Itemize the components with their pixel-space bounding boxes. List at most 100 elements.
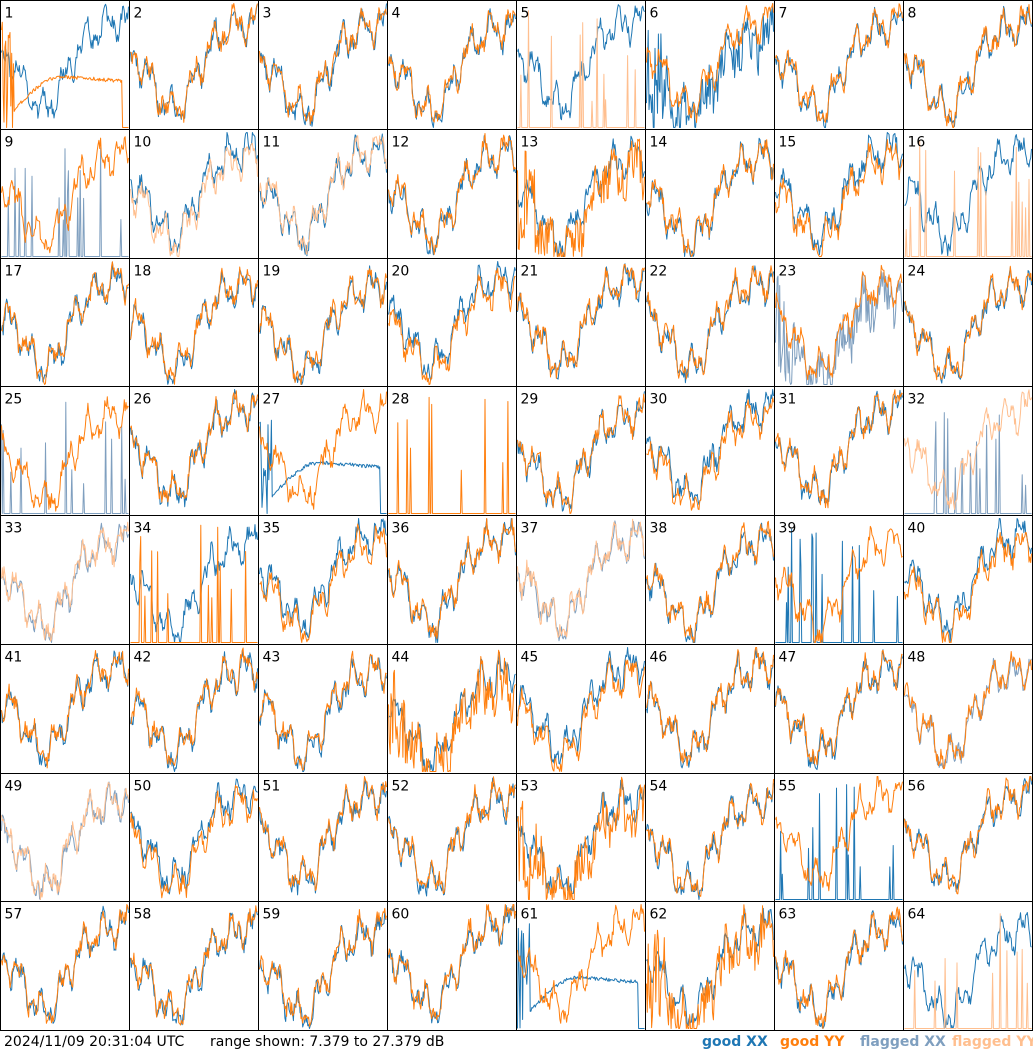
series-yy-38 [646, 520, 774, 643]
panel-label-6: 6 [650, 6, 659, 22]
timestamp: 2024/11/09 20:31:04 UTC [4, 1034, 185, 1050]
panel-40: 40 [903, 515, 1033, 645]
series-xx-42 [130, 650, 258, 772]
series-yy-32 [904, 389, 1032, 510]
panel-label-43: 43 [263, 650, 281, 666]
panel-17: 17 [0, 258, 130, 387]
series-xx-16 [904, 134, 1032, 257]
series-yy-22 [646, 265, 774, 380]
panel-20: 20 [387, 258, 517, 387]
panel-label-8: 8 [908, 6, 917, 22]
panel-21: 21 [516, 258, 646, 387]
panel-31: 31 [774, 386, 904, 516]
panel-41: 41 [0, 644, 130, 774]
series-xx-18 [130, 268, 258, 385]
panel-frame-4 [387, 0, 517, 130]
panel-label-13: 13 [521, 135, 539, 151]
panel-63: 63 [774, 901, 904, 1031]
series-yy-44 [388, 649, 516, 772]
series-yy-62 [646, 904, 774, 1029]
panel-label-20: 20 [392, 264, 410, 280]
series-yy-57 [1, 904, 129, 1024]
series-yy-36 [388, 518, 516, 640]
series-xx-17 [1, 261, 129, 383]
panel-28: 28 [387, 386, 517, 516]
panel-label-21: 21 [521, 264, 539, 280]
series-yy-63 [775, 906, 903, 1029]
series-yy-7 [775, 3, 903, 123]
series-xx-32 [904, 412, 1032, 514]
legend-flagged-yy: flagged YY [952, 1034, 1033, 1050]
panel-label-35: 35 [263, 521, 281, 537]
panel-32: 32 [903, 386, 1033, 516]
panel-label-37: 37 [521, 521, 539, 537]
panel-label-64: 64 [908, 907, 926, 923]
series-yy-20 [388, 267, 516, 385]
panel-label-26: 26 [134, 392, 152, 408]
series-xx-58 [130, 907, 258, 1026]
series-xx-6 [646, 3, 774, 128]
panel-label-61: 61 [521, 907, 539, 923]
panel-23: 23 [774, 258, 904, 387]
panel-label-7: 7 [779, 6, 788, 22]
range-text: range shown: 7.379 to 27.379 dB [210, 1034, 445, 1050]
panel-56: 56 [903, 773, 1033, 902]
panel-51: 51 [258, 773, 388, 902]
series-xx-3 [259, 3, 387, 127]
series-xx-12 [388, 135, 516, 256]
panel-label-4: 4 [392, 6, 401, 22]
series-xx-39 [775, 528, 903, 643]
panel-label-41: 41 [5, 650, 23, 666]
series-xx-35 [259, 518, 387, 639]
series-yy-49 [1, 782, 129, 900]
panel-label-9: 9 [5, 135, 14, 151]
panel-label-62: 62 [650, 907, 668, 923]
panel-label-33: 33 [5, 521, 23, 537]
panel-57: 57 [0, 901, 130, 1031]
panel-53: 53 [516, 773, 646, 902]
panel-frame-1 [0, 0, 130, 130]
panel-18: 18 [129, 258, 259, 387]
series-yy-33 [1, 521, 129, 642]
series-yy-31 [775, 389, 903, 509]
series-yy-3 [259, 7, 387, 125]
panel-label-31: 31 [779, 392, 797, 408]
panel-5: 5 [516, 0, 646, 130]
series-yy-25 [1, 396, 129, 512]
series-yy-2 [130, 3, 258, 123]
series-yy-60 [388, 904, 516, 1021]
panel-22: 22 [645, 258, 775, 387]
series-xx-21 [517, 263, 645, 380]
series-yy-8 [904, 4, 1032, 128]
series-yy-50 [130, 784, 258, 899]
series-xx-10 [130, 132, 258, 253]
series-yy-64 [904, 913, 1032, 1029]
panel-4: 4 [387, 0, 517, 130]
series-yy-19 [259, 268, 387, 385]
panel-60: 60 [387, 901, 517, 1031]
panel-62: 62 [645, 901, 775, 1031]
series-yy-30 [646, 397, 774, 511]
panel-label-63: 63 [779, 907, 797, 923]
panel-label-28: 28 [392, 392, 410, 408]
panel-label-22: 22 [650, 264, 668, 280]
series-yy-28 [388, 396, 516, 514]
series-yy-17 [1, 261, 129, 385]
panel-label-46: 46 [650, 650, 668, 666]
series-xx-11 [259, 133, 387, 257]
panel-10: 10 [129, 129, 259, 259]
series-yy-52 [388, 776, 516, 894]
panel-12: 12 [387, 129, 517, 259]
series-yy-46 [646, 647, 774, 767]
series-xx-40 [904, 518, 1032, 643]
series-xx-41 [1, 650, 129, 768]
series-yy-58 [130, 905, 258, 1026]
series-xx-8 [904, 5, 1032, 127]
panel-46: 46 [645, 644, 775, 774]
panel-64: 64 [903, 901, 1033, 1031]
panel-label-11: 11 [263, 135, 281, 151]
panel-label-16: 16 [908, 135, 926, 151]
panel-label-36: 36 [392, 521, 410, 537]
panel-8: 8 [903, 0, 1033, 130]
